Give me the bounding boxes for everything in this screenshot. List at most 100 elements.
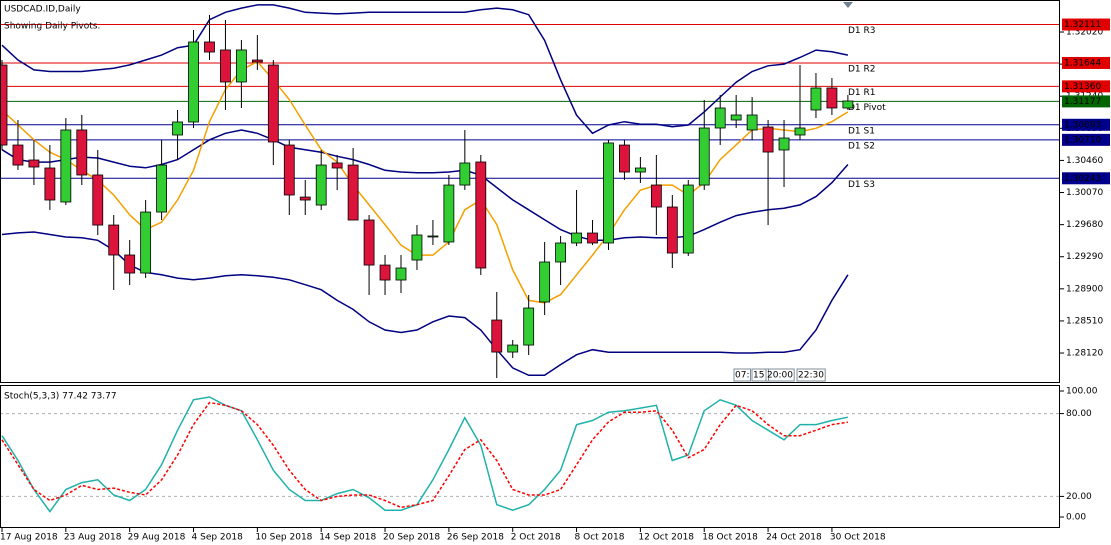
main-pane-frame bbox=[0, 0, 1060, 383]
candle-body bbox=[427, 235, 439, 238]
x-tick-label: 23 Aug 2018 bbox=[64, 533, 122, 543]
time-marker-box bbox=[751, 368, 769, 382]
candle-body bbox=[459, 162, 471, 186]
chart-subtitle: Showing Daily Pivots. bbox=[4, 22, 100, 32]
candle-body bbox=[251, 59, 263, 63]
price-box-label: 1.30710 bbox=[1064, 135, 1101, 145]
pivot-name: D1 Pivot bbox=[848, 103, 886, 113]
price-box bbox=[1062, 118, 1110, 131]
candle-body bbox=[347, 164, 359, 221]
candle-body bbox=[794, 127, 806, 136]
candle-body bbox=[395, 267, 407, 281]
candle-body bbox=[730, 114, 742, 121]
candle-body bbox=[698, 127, 710, 186]
candle-body bbox=[842, 100, 854, 109]
candle-body bbox=[475, 161, 487, 269]
candle-body bbox=[220, 49, 231, 83]
pivot-name: D1 R3 bbox=[848, 26, 876, 36]
candle-body bbox=[619, 144, 630, 173]
candle-body bbox=[140, 211, 152, 274]
stoch-line bbox=[1, 401, 849, 509]
price-box-label: 1.30243 bbox=[1064, 174, 1101, 184]
price-box bbox=[1062, 18, 1110, 31]
price-box-label: 1.31644 bbox=[1064, 58, 1101, 68]
time-marker-box bbox=[765, 368, 795, 382]
pivot-name: D1 R2 bbox=[848, 64, 876, 74]
candle-body bbox=[124, 254, 136, 274]
candle-body bbox=[379, 264, 391, 281]
pivot-name: D1 S2 bbox=[848, 141, 875, 151]
x-tick-label: 18 Oct 2018 bbox=[702, 533, 758, 543]
y-tick-label: 80.00 bbox=[1066, 409, 1092, 419]
candle-body bbox=[491, 319, 503, 353]
candle-body bbox=[172, 121, 183, 136]
candle-body bbox=[156, 164, 168, 213]
candle-body bbox=[108, 224, 120, 256]
y-tick-label: 1.30070 bbox=[1066, 188, 1103, 198]
x-tick-label: 29 Aug 2018 bbox=[128, 533, 186, 543]
x-tick-label: 17 Aug 2018 bbox=[0, 533, 58, 543]
y-tick-label: 1.29290 bbox=[1066, 252, 1103, 262]
candle-body bbox=[363, 219, 375, 266]
candle-body bbox=[235, 49, 247, 83]
candle-body bbox=[666, 206, 678, 254]
x-tick-label: 2 Oct 2018 bbox=[511, 533, 561, 543]
candle-body bbox=[587, 232, 598, 244]
candle-body bbox=[28, 159, 40, 168]
price-box-label: 1.31177 bbox=[1064, 97, 1101, 107]
candle-body bbox=[299, 196, 311, 201]
y-tick-label: 20.00 bbox=[1066, 492, 1092, 502]
candle-body bbox=[283, 144, 295, 196]
candle-body bbox=[60, 129, 72, 203]
y-tick-label: 1.28120 bbox=[1066, 349, 1103, 359]
pivot-name: D1 S3 bbox=[848, 180, 875, 190]
candle-body bbox=[507, 344, 519, 353]
candle-body bbox=[315, 164, 327, 206]
time-marker-box bbox=[796, 368, 826, 382]
price-box-label: 1.30893 bbox=[1064, 120, 1101, 130]
candle-body bbox=[92, 174, 104, 226]
time-marker: 22:30 bbox=[798, 371, 824, 381]
indicator-line bbox=[1, 4, 849, 135]
candle-body bbox=[762, 126, 774, 153]
candle-body bbox=[12, 144, 24, 166]
time-marker: 07: bbox=[735, 371, 749, 381]
price-box bbox=[1062, 80, 1110, 93]
candle-body bbox=[603, 142, 614, 244]
chart-title: USDCAD.ID,Daily bbox=[4, 5, 81, 15]
y-tick-label: 1.32020 bbox=[1066, 28, 1103, 38]
pivot-name: D1 R1 bbox=[848, 88, 876, 98]
y-tick-label: 1.28510 bbox=[1066, 316, 1103, 326]
candle-body bbox=[0, 64, 8, 146]
x-tick-label: 20 Sep 2018 bbox=[383, 533, 440, 543]
candle-body bbox=[523, 307, 535, 346]
shift-marker bbox=[843, 2, 853, 8]
candle-body bbox=[714, 107, 726, 129]
price-box bbox=[1062, 133, 1110, 146]
candle-body bbox=[778, 137, 790, 151]
stoch-line bbox=[1, 396, 849, 513]
time-marker-box bbox=[733, 368, 751, 382]
candle-body bbox=[682, 184, 694, 254]
x-tick-label: 10 Sep 2018 bbox=[255, 533, 312, 543]
price-box-label: 1.31360 bbox=[1064, 82, 1101, 92]
candle-body bbox=[188, 41, 199, 123]
candle-body bbox=[204, 41, 215, 53]
time-marker: 20:00 bbox=[767, 371, 793, 381]
candle-body bbox=[635, 167, 646, 173]
y-tick-label: 1.28900 bbox=[1066, 284, 1103, 294]
stoch-title: Stoch(5,3,3) 77.42 73.77 bbox=[4, 392, 117, 402]
x-tick-label: 14 Sep 2018 bbox=[319, 533, 376, 543]
x-tick-label: 30 Oct 2018 bbox=[830, 533, 886, 543]
candle-body bbox=[44, 167, 56, 201]
pivot-name: D1 S1 bbox=[848, 126, 875, 136]
candle-body bbox=[650, 184, 662, 208]
x-tick-label: 26 Sep 2018 bbox=[447, 533, 504, 543]
price-box bbox=[1062, 56, 1110, 69]
candle-body bbox=[746, 114, 758, 131]
time-marker: 15: bbox=[753, 371, 767, 381]
candle-body bbox=[571, 232, 582, 244]
y-tick-label: 100.00 bbox=[1066, 387, 1098, 397]
candle-body bbox=[331, 162, 343, 169]
